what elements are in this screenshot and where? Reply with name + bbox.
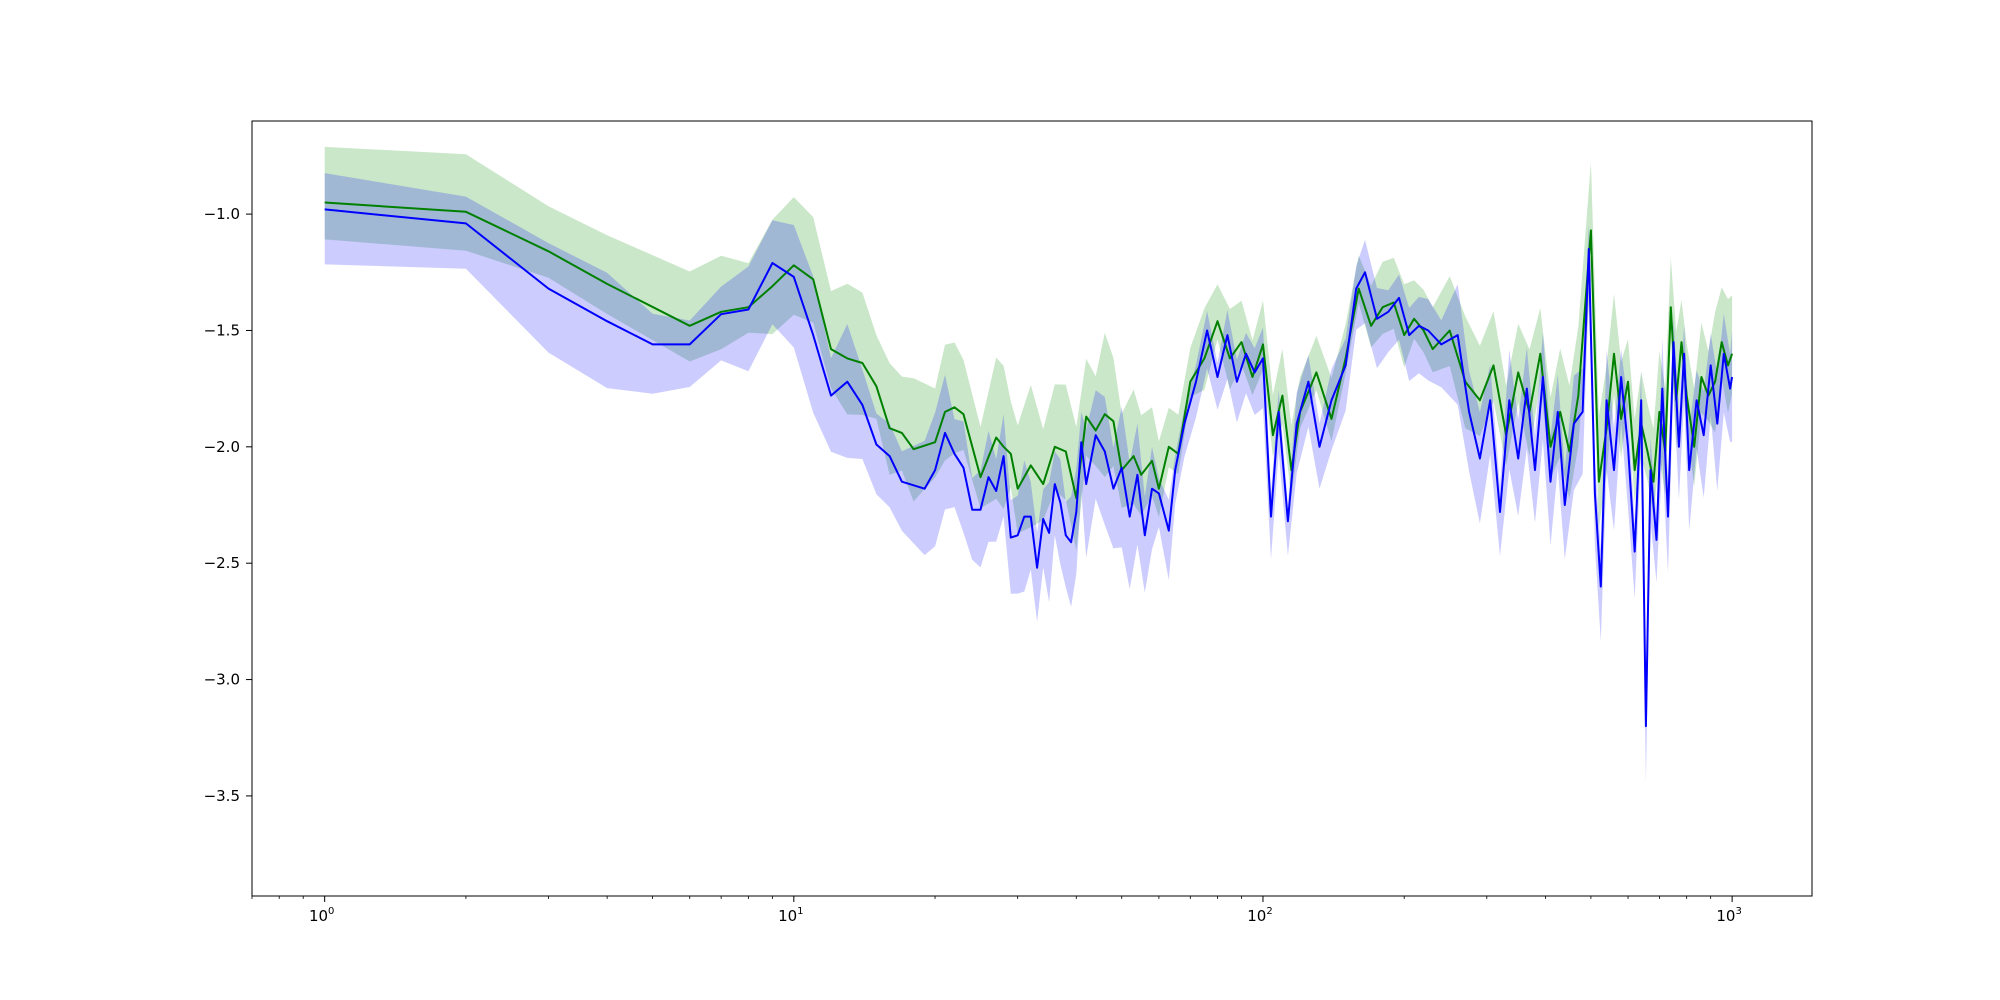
y-tick-label: −2.5 xyxy=(204,554,240,572)
x-tick-label: 102 xyxy=(1247,906,1272,925)
series-2-line xyxy=(324,208,1734,728)
x-tick-label: 103 xyxy=(1716,906,1741,925)
confidence-bands xyxy=(324,146,1733,783)
x-tick-label: 101 xyxy=(778,906,803,925)
x-axis: 100 101 102 103 xyxy=(251,896,1742,925)
y-tick-label: −3.5 xyxy=(204,787,240,805)
y-tick-label: −3.0 xyxy=(204,671,240,689)
y-tick-label: −2.0 xyxy=(204,438,240,456)
y-tick-label: −1.0 xyxy=(204,205,240,223)
x-tick-label: 100 xyxy=(309,906,334,925)
y-axis: −1.0 −1.5 −2.0 −2.5 −3.0 −3.5 xyxy=(204,205,252,805)
series-lines xyxy=(324,201,1734,728)
series-1-line xyxy=(324,201,1734,499)
plot-frame xyxy=(251,120,1813,897)
series-2-band xyxy=(324,173,1733,783)
y-tick-label: −1.5 xyxy=(204,321,240,339)
